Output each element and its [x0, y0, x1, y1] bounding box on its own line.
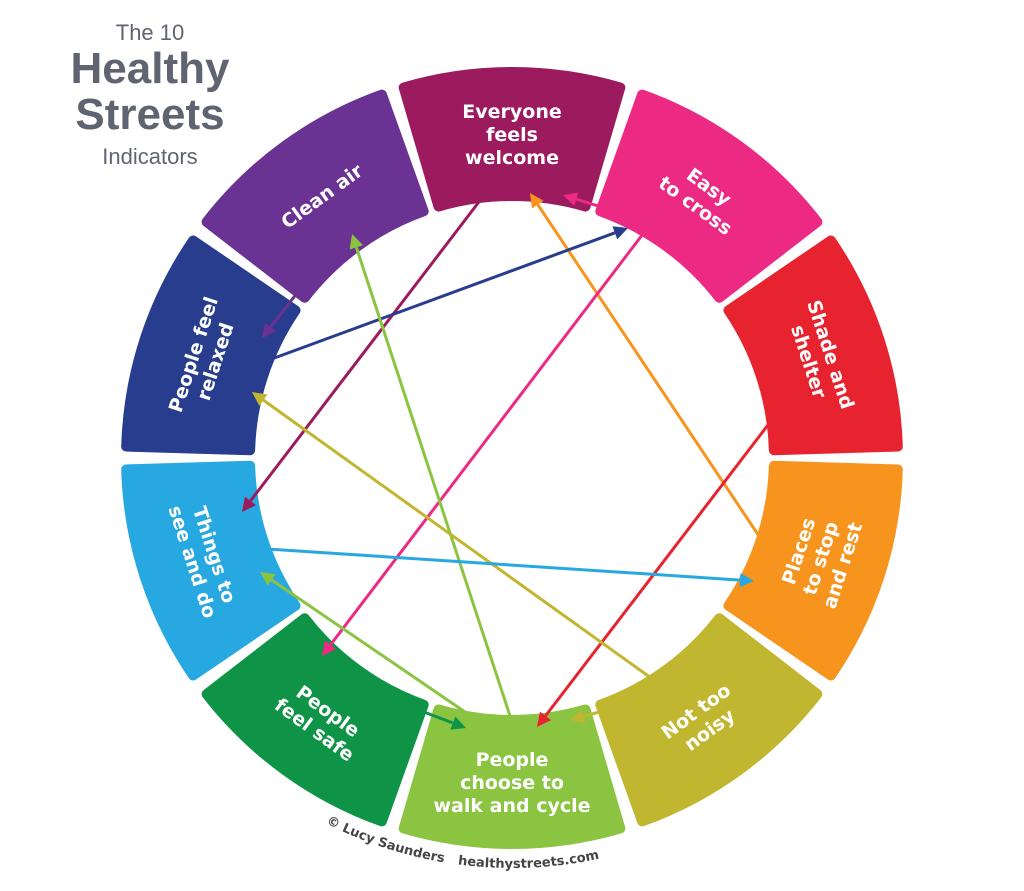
connection-arrow — [242, 189, 490, 512]
title-prefix: The 10 — [115, 20, 185, 45]
indicator-things-to-see-and-do: Things tosee and do — [121, 460, 301, 681]
arrowhead-icon — [570, 709, 586, 724]
arrow-line — [249, 189, 490, 502]
arrow-line — [544, 403, 786, 717]
indicator-people-choose-to-walk-and-cycle: People choose to walk and cycle — [398, 704, 626, 849]
arrow-line — [257, 231, 616, 366]
arrowhead-icon — [322, 640, 337, 656]
indicator-clean-air: Clean air — [201, 89, 429, 303]
arrowhead-icon — [563, 192, 579, 206]
arrow-line — [365, 688, 454, 725]
connection-arrow — [349, 234, 514, 723]
indicator-segment — [121, 460, 301, 681]
arrowhead-icon — [252, 392, 268, 406]
title-block: The 10 Healthy Streets Indicators — [40, 20, 260, 170]
indicator-easy-to-cross: Easyto cross — [595, 89, 823, 303]
indicator-segment — [398, 67, 626, 212]
arrow-line — [329, 221, 654, 646]
indicator-not-too-noisy: Not toonoisy — [595, 613, 823, 827]
arrowhead-icon — [450, 716, 466, 730]
connection-arrow — [260, 572, 488, 729]
connection-arrow — [365, 688, 466, 730]
indicator-people-feel-safe: Peoplefeel safe — [201, 613, 429, 827]
arrowhead-icon — [262, 322, 277, 338]
indicator-segment — [595, 89, 823, 303]
connection-arrow — [257, 226, 628, 366]
indicator-segment — [121, 235, 301, 456]
arrowhead-icon — [739, 573, 754, 588]
arrow-line — [583, 695, 656, 718]
connection-arrow — [262, 255, 328, 338]
indicator-shade-and-shelter: Shade andshelter — [723, 235, 903, 456]
arrow-line — [270, 578, 488, 729]
arrow-line — [354, 246, 514, 723]
indicator-segment — [723, 235, 903, 456]
arrowhead-icon — [612, 226, 628, 240]
arrow-line — [262, 398, 666, 690]
title-main-1: Healthy — [70, 44, 230, 93]
arrowhead-icon — [260, 572, 276, 586]
arrow-line — [251, 546, 741, 582]
arrow-line — [269, 255, 328, 328]
indicator-places-to-stop-and-rest: Placesto stopand rest — [723, 460, 903, 681]
site-link: healthystreets.com — [457, 848, 600, 872]
arrowhead-icon — [537, 711, 552, 727]
title-suffix: Indicators — [102, 144, 198, 169]
arrow-line — [575, 197, 637, 220]
connection-arrow — [252, 392, 666, 690]
connection-arrow — [563, 192, 637, 220]
arrowhead-icon — [242, 496, 257, 512]
connection-arrow — [251, 546, 754, 588]
connection-arrow — [322, 221, 654, 656]
indicator-segment — [201, 613, 429, 827]
indicator-everyone-feels-welcome: Everyone feels welcome — [398, 67, 626, 212]
connection-arrow — [537, 403, 786, 727]
connection-arrow — [570, 695, 656, 724]
indicator-segment — [201, 89, 429, 303]
title-main-2: Streets — [75, 90, 225, 139]
arrowhead-icon — [530, 193, 544, 209]
connection-arrow — [530, 193, 769, 549]
indicator-segment — [595, 613, 823, 827]
indicator-label: Everyone feels welcome — [462, 101, 561, 169]
indicator-label: People choose to walk and cycle — [433, 749, 590, 817]
indicator-people-feel-relaxed: People feelrelaxed — [121, 235, 301, 456]
arrowhead-icon — [349, 234, 364, 250]
indicator-segment — [723, 460, 903, 681]
arrow-line — [536, 203, 769, 549]
